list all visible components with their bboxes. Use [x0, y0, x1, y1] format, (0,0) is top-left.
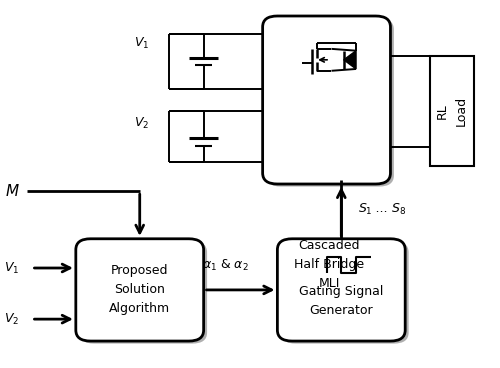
Text: $M$: $M$: [4, 183, 20, 199]
Text: $\alpha_1$ & $\alpha_2$: $\alpha_1$ & $\alpha_2$: [202, 258, 249, 273]
FancyBboxPatch shape: [281, 241, 408, 344]
Text: Gating Signal
Generator: Gating Signal Generator: [299, 285, 384, 317]
FancyBboxPatch shape: [278, 239, 405, 341]
FancyBboxPatch shape: [80, 241, 207, 344]
Polygon shape: [344, 51, 356, 69]
Text: $V_1$: $V_1$: [134, 36, 150, 51]
Text: $S_1$ ... $S_8$: $S_1$ ... $S_8$: [358, 202, 407, 217]
Text: Cascaded
Half Bridge
MLI: Cascaded Half Bridge MLI: [294, 239, 364, 290]
FancyBboxPatch shape: [266, 18, 394, 187]
Text: $V_2$: $V_2$: [134, 116, 150, 131]
Text: $V_1$: $V_1$: [4, 261, 20, 276]
Text: $V_2$: $V_2$: [4, 312, 20, 327]
Text: RL
Load: RL Load: [436, 96, 468, 126]
Bar: [430, 56, 474, 166]
FancyBboxPatch shape: [76, 239, 204, 341]
Text: Proposed
Solution
Algorithm: Proposed Solution Algorithm: [109, 265, 170, 315]
FancyBboxPatch shape: [262, 16, 390, 184]
